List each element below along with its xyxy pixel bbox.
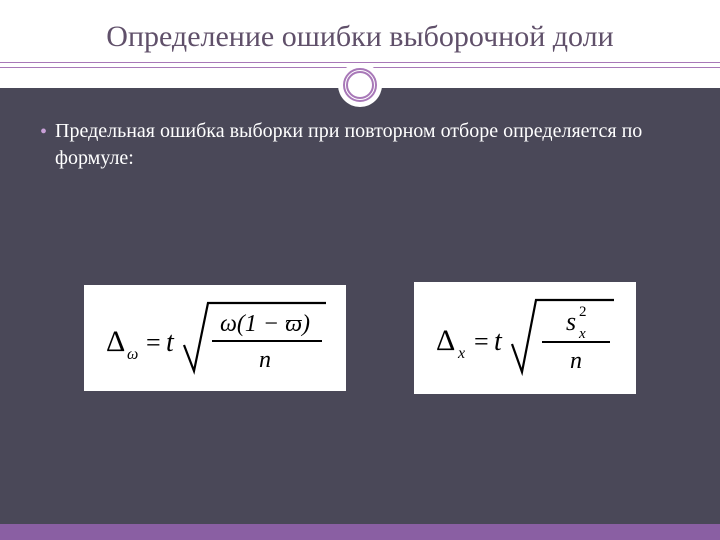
lhs-sub-x: x <box>457 345 465 362</box>
num-sup-2: 2 <box>579 304 587 320</box>
bottom-accent-bar <box>0 524 720 540</box>
lhs-delta-x: Δ <box>436 324 455 357</box>
slide-title: Определение ошибки выборочной доли <box>0 20 720 54</box>
denominator-right: n <box>570 348 582 374</box>
title-ornament-circle <box>338 63 382 107</box>
lhs-sub-omega: ω <box>127 346 138 363</box>
body-area: • Предельная ошибка выборки при повторно… <box>0 88 720 394</box>
lhs-delta: Δ <box>106 325 125 358</box>
coef-t-left: t <box>166 327 175 358</box>
denominator-left: n <box>259 347 271 373</box>
numerator-left: ω(1 − ϖ) <box>220 311 310 337</box>
eq-sign-right: = <box>474 327 489 356</box>
radical-right-icon <box>512 300 614 372</box>
bullet-text: Предельная ошибка выборки при повторном … <box>55 118 680 172</box>
num-base-s: s <box>566 307 576 336</box>
formula-omega: Δ ω = t ω(1 − ϖ) n <box>84 285 346 391</box>
eq-sign-left: = <box>146 328 161 357</box>
formula-row: Δ ω = t ω(1 − ϖ) n <box>40 282 680 394</box>
slide: Определение ошибки выборочной доли • Пре… <box>0 0 720 540</box>
bullet-marker-icon: • <box>40 119 47 146</box>
title-band: Определение ошибки выборочной доли <box>0 0 720 88</box>
formula-x: Δ x = t s x 2 n <box>414 282 636 394</box>
num-sub-x: x <box>578 326 586 342</box>
bullet-item: • Предельная ошибка выборки при повторно… <box>40 118 680 172</box>
coef-t-right: t <box>494 326 503 357</box>
